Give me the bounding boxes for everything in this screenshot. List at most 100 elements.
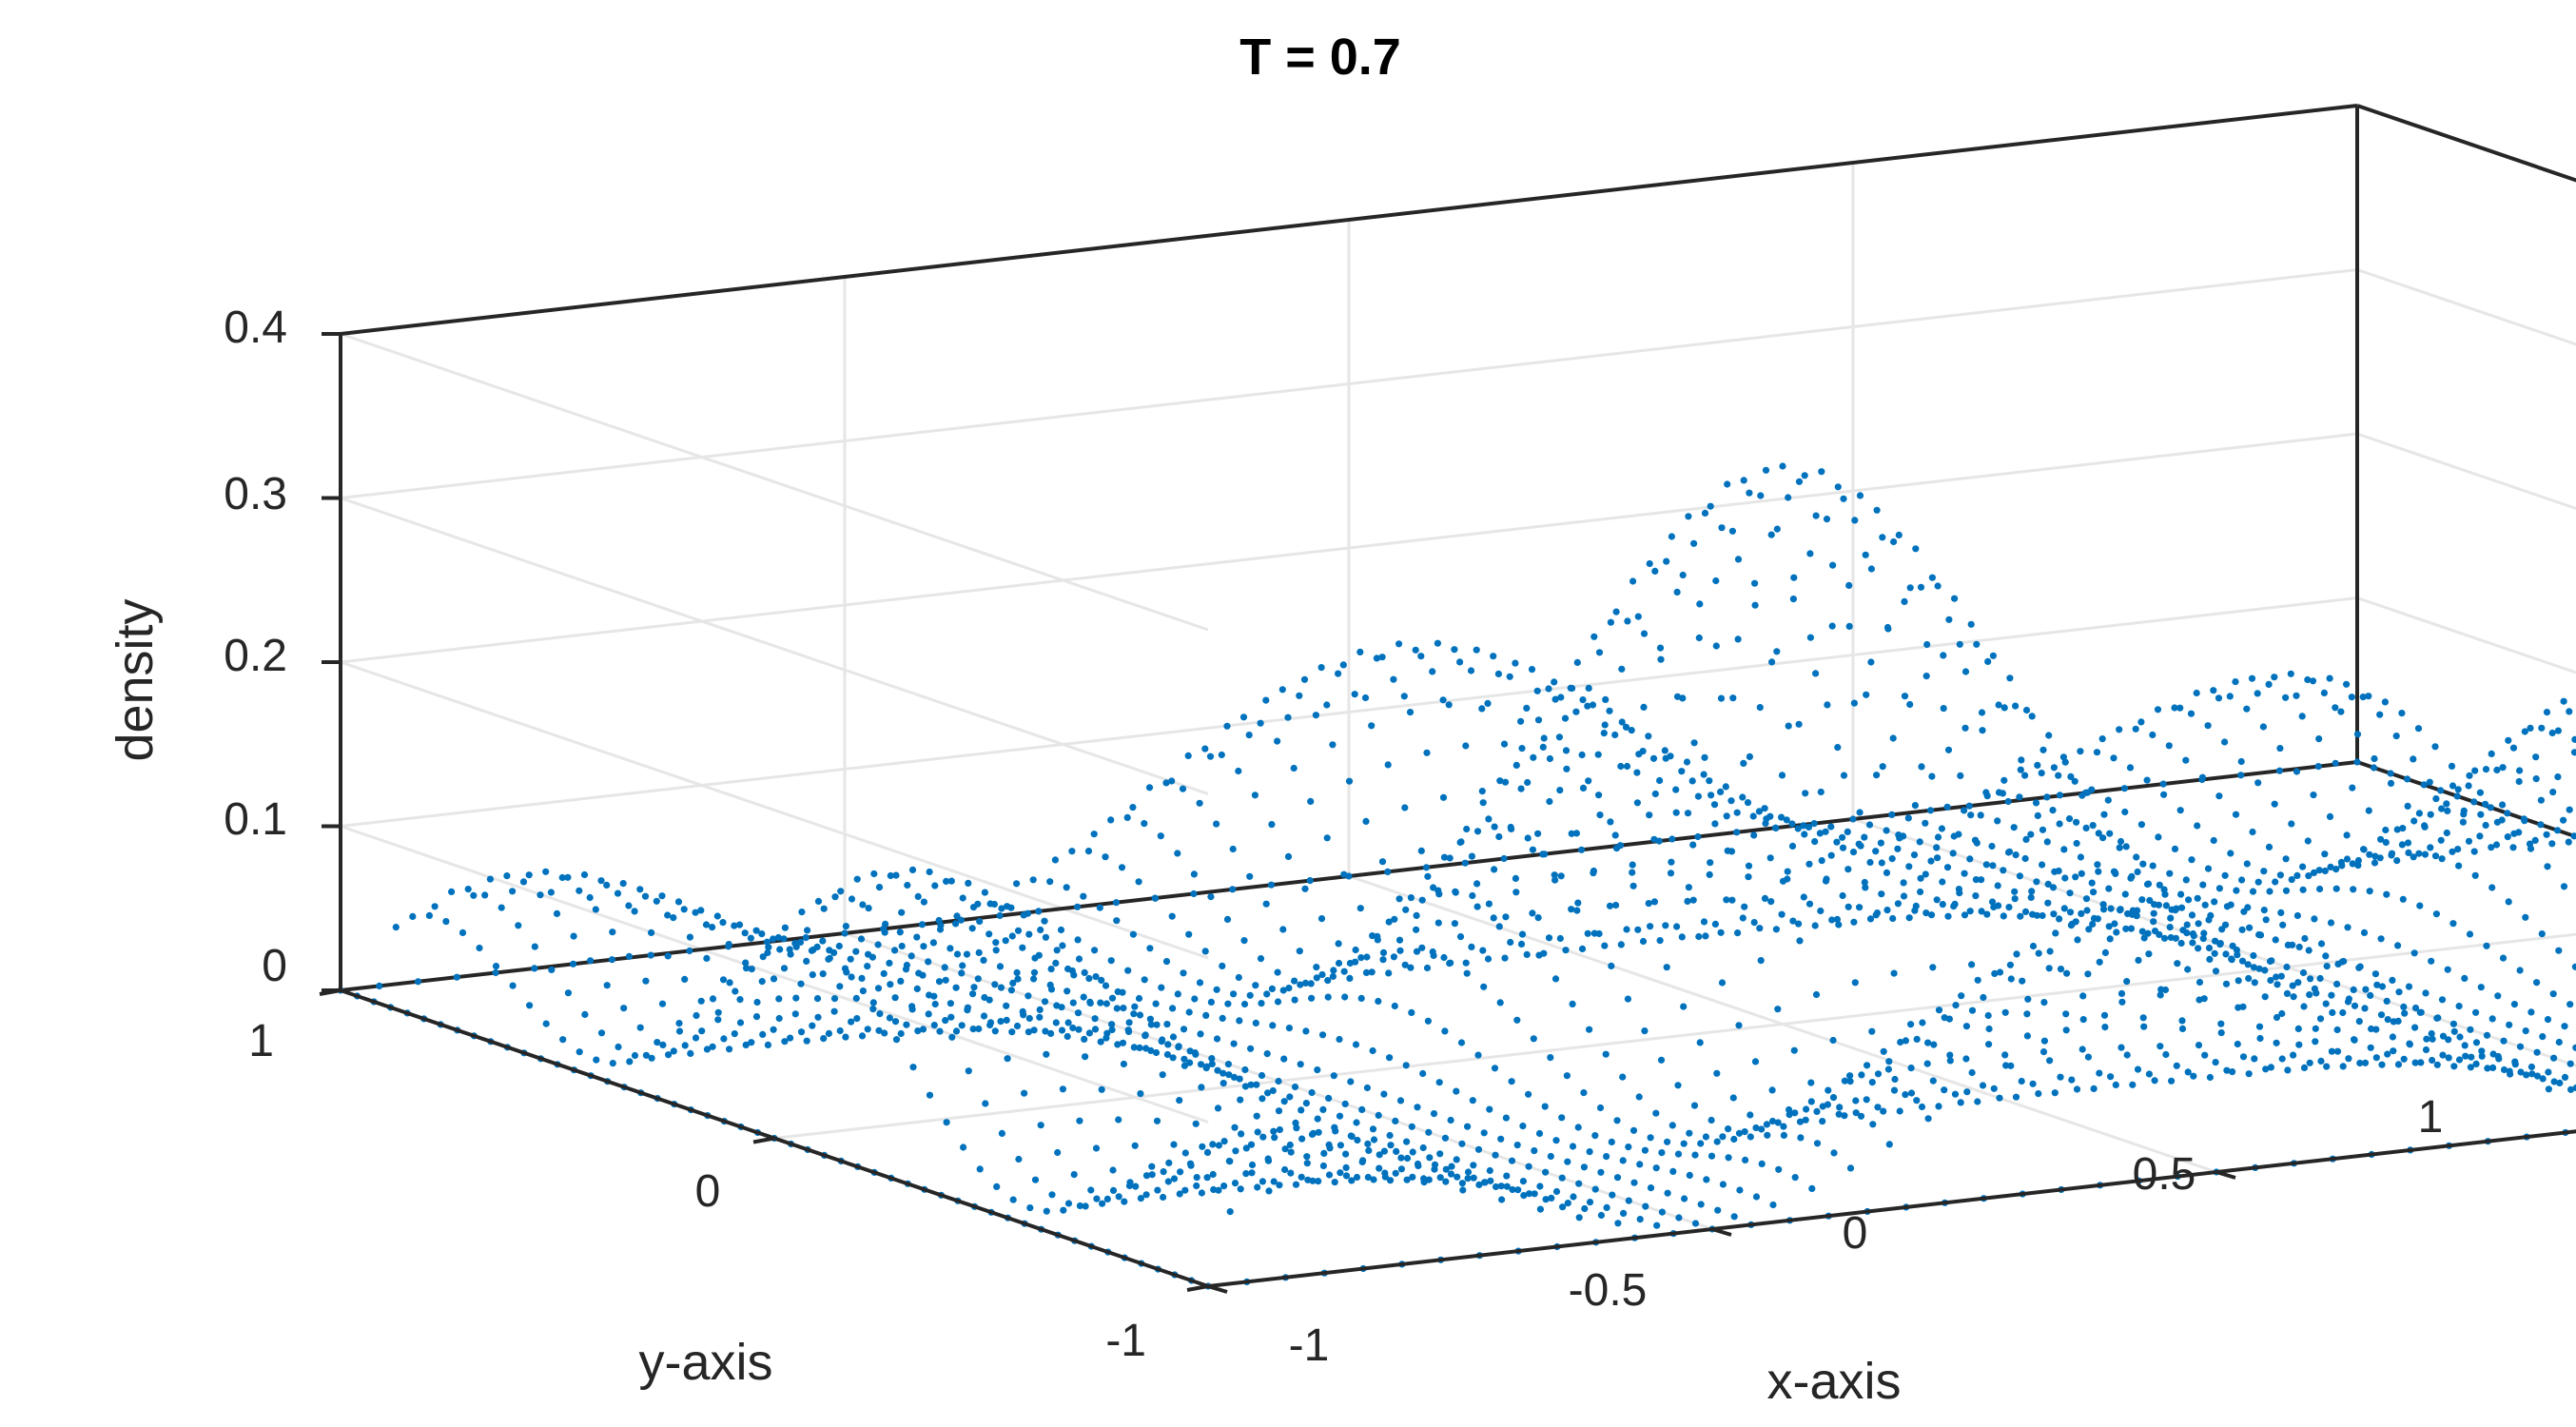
data-point: [1274, 968, 1281, 976]
data-point: [1542, 1196, 1550, 1203]
data-point: [714, 1016, 722, 1024]
data-point: [2145, 1070, 2153, 1078]
data-point: [1226, 1158, 1234, 1165]
data-point: [658, 892, 666, 900]
data-point: [1857, 842, 1864, 850]
data-point: [1591, 1132, 1599, 1140]
data-point: [2328, 991, 2335, 999]
data-point: [1573, 658, 1581, 667]
data-point: [1354, 1136, 1361, 1144]
data-point: [2256, 931, 2265, 939]
data-point: [981, 993, 988, 1002]
data-point: [2505, 898, 2512, 906]
data-point: [1797, 1134, 1805, 1142]
data-point: [992, 947, 1000, 954]
data-point: [1474, 1051, 1482, 1059]
data-point: [1181, 1062, 1188, 1069]
data-point: [2061, 758, 2069, 766]
data-point: [1323, 701, 1331, 709]
data-point: [802, 934, 810, 942]
data-point: [1916, 838, 1923, 846]
data-point: [1391, 915, 1398, 923]
data-point: [1209, 1141, 1217, 1148]
data-point: [1513, 1142, 1521, 1149]
chart-title: T = 0.7: [1239, 29, 1401, 86]
data-point: [1923, 1060, 1931, 1067]
data-point: [1667, 870, 1675, 877]
data-point: [608, 956, 616, 964]
data-point: [1910, 851, 1919, 859]
data-point: [1685, 884, 1692, 891]
data-point: [792, 943, 800, 950]
data-point: [2350, 986, 2357, 993]
data-point: [2500, 1065, 2508, 1074]
data-point: [2112, 870, 2119, 878]
data-point: [1844, 903, 1852, 910]
data-point: [1794, 825, 1802, 832]
data-point: [1900, 879, 1907, 887]
data-point: [2365, 807, 2372, 814]
data-point: [2356, 963, 2364, 970]
data-point: [1545, 934, 1553, 942]
data-point: [1962, 1023, 1970, 1030]
data-point: [2002, 1062, 2010, 1069]
data-point: [2217, 1029, 2225, 1037]
data-point: [1539, 743, 1547, 752]
data-point: [2290, 993, 2297, 1001]
data-point: [1725, 1125, 1732, 1133]
data-point: [2276, 745, 2284, 753]
data-point: [1362, 968, 1371, 976]
data-point: [1478, 788, 1486, 795]
data-point: [1520, 1192, 1528, 1200]
data-point: [1370, 1136, 1378, 1144]
data-point: [2094, 861, 2101, 869]
data-point: [920, 943, 927, 950]
data-point: [1994, 882, 2001, 889]
data-point: [1907, 1021, 1915, 1028]
data-point: [2283, 989, 2292, 997]
data-point: [1883, 907, 1891, 914]
data-point: [719, 976, 728, 984]
data-point: [1878, 859, 1885, 867]
data-point: [1552, 1187, 1561, 1196]
data-point: [2482, 766, 2490, 773]
data-point: [2299, 863, 2307, 870]
data-point: [2156, 1043, 2164, 1050]
data-point: [1207, 998, 1215, 1006]
data-point: [1152, 1048, 1161, 1057]
data-point: [1967, 620, 1975, 628]
data-point: [2139, 1014, 2147, 1022]
data-point: [2165, 742, 2173, 750]
data-point: [2056, 820, 2063, 828]
data-point: [2422, 989, 2430, 997]
data-point: [2432, 795, 2440, 803]
data-point: [1833, 838, 1841, 846]
data-point: [1386, 1054, 1394, 1062]
data-point: [1251, 792, 1259, 799]
data-point: [1031, 954, 1039, 962]
data-point: [1497, 1135, 1505, 1143]
data-point: [1630, 882, 1637, 889]
data-point: [1047, 966, 1055, 973]
data-point: [2461, 974, 2469, 982]
data-point: [1640, 630, 1649, 637]
data-point: [2174, 960, 2181, 968]
data-point: [2201, 901, 2209, 909]
data-point: [1885, 1058, 1893, 1065]
x-tick: [1711, 1227, 1732, 1237]
data-point: [1193, 1182, 1200, 1190]
y-tick-label: -1: [1105, 1316, 1146, 1366]
data-point: [1834, 744, 1842, 752]
data-point: [1029, 876, 1037, 884]
data-point: [2005, 904, 2013, 911]
data-point: [1492, 1183, 1500, 1191]
data-point: [1314, 1066, 1321, 1074]
data-point: [2132, 725, 2139, 733]
data-point: [2044, 899, 2052, 907]
data-point: [1362, 817, 1370, 826]
data-point: [1064, 1032, 1071, 1041]
data-point: [1528, 666, 1536, 674]
data-point: [1590, 633, 1598, 640]
data-point: [1320, 1149, 1328, 1157]
data-point: [1236, 1075, 1243, 1083]
